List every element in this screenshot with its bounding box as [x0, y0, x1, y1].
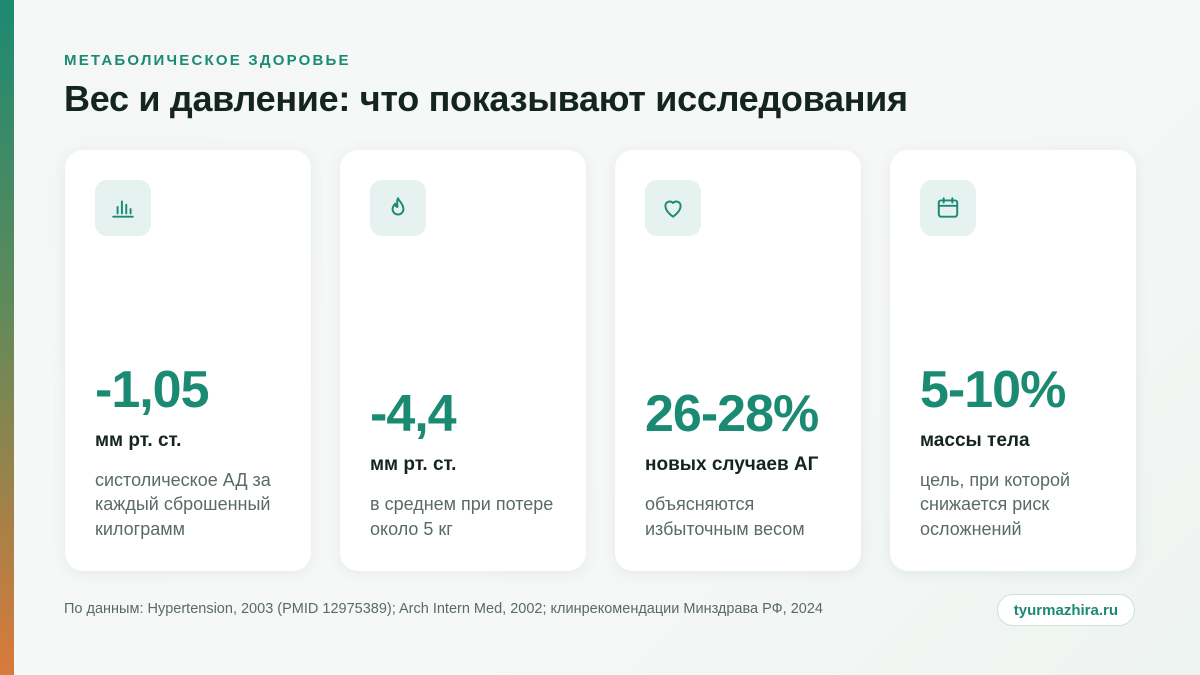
flame-icon — [370, 180, 426, 236]
stat-description: цель, при которой снижается риск осложне… — [920, 470, 1071, 539]
stat-cards: -1,05 мм рт. ст. систолическое АД за каж… — [65, 150, 1136, 571]
stat-unit: мм рт. ст. — [370, 454, 457, 476]
stat-value: 26-28% — [645, 385, 819, 444]
site-link[interactable]: tyurmazhira.ru — [996, 594, 1135, 626]
accent-bar — [0, 0, 14, 675]
stat-unit: новых случаев АГ — [645, 454, 819, 476]
stat-card-weight-loss-per-kg: -1,05 мм рт. ст. систолическое АД за каж… — [65, 150, 311, 571]
bar-chart-icon — [95, 180, 151, 236]
stat-unit: мм рт. ст. — [95, 430, 182, 452]
stat-value: -4,4 — [370, 385, 457, 444]
stat-description: объясняются избыточным весом — [645, 494, 805, 539]
calendar-icon — [920, 180, 976, 236]
page-title: Вес и давление: что показывают исследова… — [64, 78, 908, 119]
stat-value: 5-10% — [920, 361, 1066, 420]
stat-card-target-loss: 5-10% массы тела цель, при которой снижа… — [890, 150, 1136, 571]
heart-icon — [645, 180, 701, 236]
source-footnote: По данным: Hypertension, 2003 (PMID 1297… — [64, 601, 823, 617]
stat-card-new-cases: 26-28% новых случаев АГ объясняются избы… — [615, 150, 861, 571]
section-eyebrow: МЕТАБОЛИЧЕСКОЕ ЗДОРОВЬЕ — [64, 52, 351, 69]
stat-description: систолическое АД за каждый сброшенный ки… — [95, 470, 271, 539]
stat-description: в среднем при потере около 5 кг — [370, 494, 554, 539]
stat-card-5kg-loss: -4,4 мм рт. ст. в среднем при потере око… — [340, 150, 586, 571]
stat-unit: массы тела — [920, 430, 1030, 452]
stat-value: -1,05 — [95, 361, 210, 420]
